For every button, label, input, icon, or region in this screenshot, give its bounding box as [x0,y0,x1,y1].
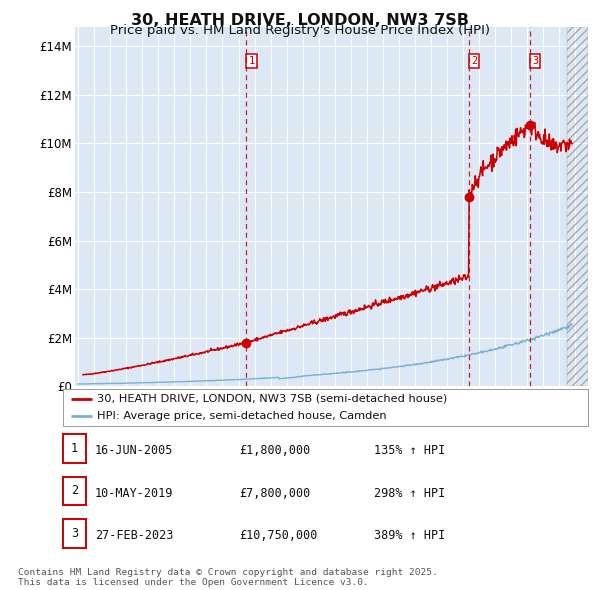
Text: 2: 2 [471,55,478,65]
Text: £10,750,000: £10,750,000 [239,529,318,542]
Text: 298% ↑ HPI: 298% ↑ HPI [374,487,445,500]
Text: 1: 1 [71,442,78,455]
Text: 3: 3 [71,527,78,540]
Text: 389% ↑ HPI: 389% ↑ HPI [374,529,445,542]
Text: 1: 1 [248,55,254,65]
Text: 27-FEB-2023: 27-FEB-2023 [95,529,173,542]
Text: 135% ↑ HPI: 135% ↑ HPI [374,444,445,457]
Text: Contains HM Land Registry data © Crown copyright and database right 2025.
This d: Contains HM Land Registry data © Crown c… [18,568,438,587]
Text: Price paid vs. HM Land Registry's House Price Index (HPI): Price paid vs. HM Land Registry's House … [110,24,490,37]
Text: HPI: Average price, semi-detached house, Camden: HPI: Average price, semi-detached house,… [97,411,387,421]
Text: 10-MAY-2019: 10-MAY-2019 [95,487,173,500]
Text: 30, HEATH DRIVE, LONDON, NW3 7SB: 30, HEATH DRIVE, LONDON, NW3 7SB [131,13,469,28]
Text: 30, HEATH DRIVE, LONDON, NW3 7SB (semi-detached house): 30, HEATH DRIVE, LONDON, NW3 7SB (semi-d… [97,394,448,404]
Text: £7,800,000: £7,800,000 [239,487,311,500]
Text: 16-JUN-2005: 16-JUN-2005 [95,444,173,457]
Text: 3: 3 [532,55,538,65]
Text: 2: 2 [71,484,78,497]
Text: £1,800,000: £1,800,000 [239,444,311,457]
